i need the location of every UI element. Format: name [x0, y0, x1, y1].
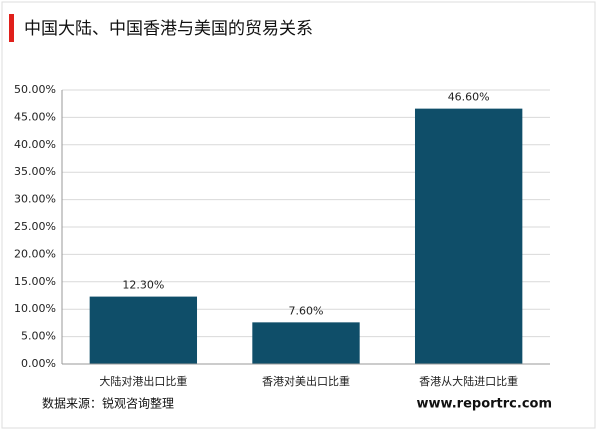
y-tick-label: 30.00%	[14, 193, 56, 206]
y-tick-label: 45.00%	[14, 110, 56, 123]
x-tick-label: 大陆对港出口比重	[99, 374, 187, 388]
x-tick-label: 香港从大陆进口比重	[419, 374, 518, 388]
chart-title: 中国大陆、中国香港与美国的贸易关系	[24, 19, 313, 39]
y-tick-label: 50.00%	[14, 83, 56, 96]
y-tick-label: 0.00%	[21, 357, 56, 370]
y-tick-label: 5.00%	[21, 330, 56, 343]
title-accent	[9, 14, 14, 42]
bar	[89, 296, 198, 364]
value-label: 46.60%	[448, 91, 490, 104]
bar	[252, 322, 360, 364]
value-label: 12.30%	[122, 279, 164, 292]
source: 数据来源：锐观咨询整理	[42, 396, 174, 411]
y-tick-label: 20.00%	[14, 247, 56, 260]
y-tick-label: 25.00%	[14, 220, 56, 233]
x-tick-label: 香港对美出口比重	[262, 374, 350, 388]
y-tick-label: 35.00%	[14, 165, 56, 178]
y-tick-label: 10.00%	[14, 302, 56, 315]
y-tick-label: 40.00%	[14, 138, 56, 151]
bar	[414, 108, 523, 365]
y-tick-label: 15.00%	[14, 275, 56, 288]
value-label: 7.60%	[289, 304, 324, 317]
website: www.reportrc.com	[417, 397, 552, 412]
